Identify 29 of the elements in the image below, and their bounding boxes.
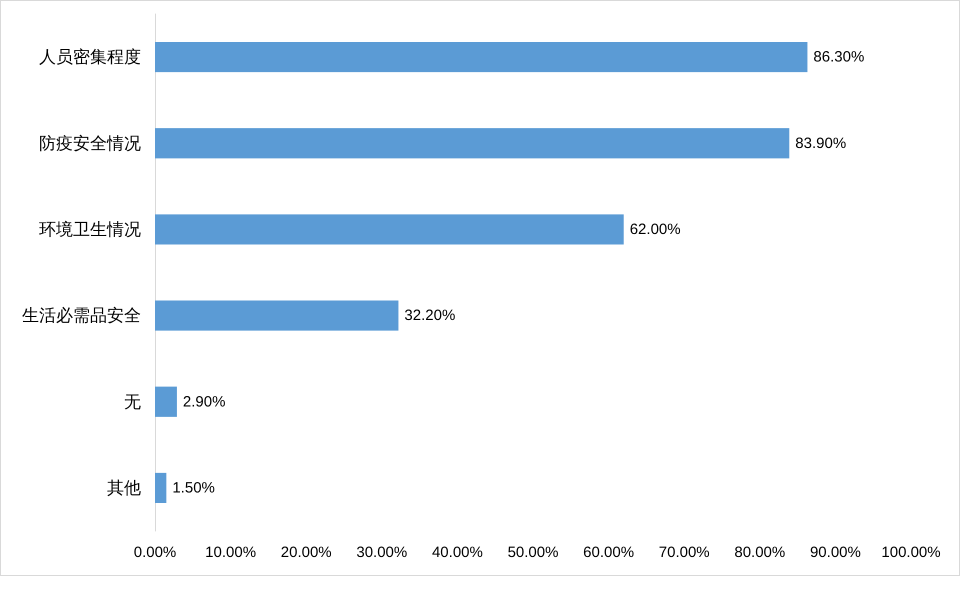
y-tick-label: 无 [124,392,141,412]
y-tick-label: 人员密集程度 [39,48,141,67]
y-tick-label: 生活必需品安全 [22,306,141,326]
x-tick-label: 60.00% [583,544,634,561]
bar [155,300,398,331]
data-label: 1.50% [172,479,215,496]
bar [155,214,624,244]
bar [155,128,790,158]
x-tick-label: 0.00% [134,544,176,561]
data-label: 2.90% [182,393,226,410]
x-tick-label: 40.00% [432,544,483,561]
y-tick-label: 环境卫生情况 [39,220,141,239]
data-label: 83.90% [795,134,846,152]
bar [155,42,808,72]
y-tick-label: 其他 [107,478,141,498]
data-label: 62.00% [630,220,681,238]
bar [155,386,177,417]
data-label: 86.30% [813,48,864,66]
x-tick-label: 50.00% [508,544,558,561]
x-tick-label: 20.00% [280,544,332,561]
x-tick-label: 90.00% [810,544,861,561]
y-tick-label: 防疫安全情况 [39,134,141,153]
data-label: 32.20% [404,307,456,324]
x-tick-label: 100.00% [881,544,941,561]
x-tick-label: 10.00% [205,544,256,561]
x-tick-label: 30.00% [356,544,408,561]
x-tick-label: 70.00% [658,544,710,561]
x-tick-label: 80.00% [734,544,786,561]
bar [155,472,166,503]
